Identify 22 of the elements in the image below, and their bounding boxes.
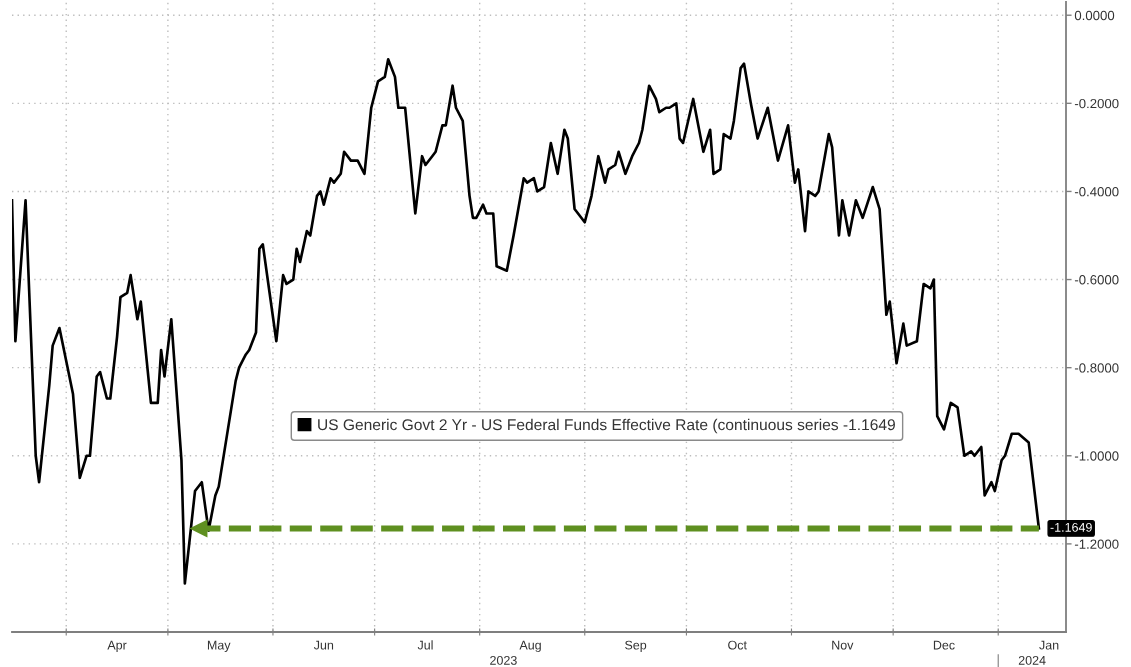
x-tick-label: Oct — [728, 640, 747, 650]
x-tick-label: Jul — [417, 640, 433, 650]
x-tick-label: May — [207, 640, 231, 652]
data-label: -1.1649 — [1050, 522, 1092, 532]
y-tick-label: -0.8000 — [1074, 363, 1119, 373]
x-tick-label: Nov — [832, 640, 854, 650]
x2-tick-label: 2024 — [1018, 655, 1046, 665]
x-tick-label: Aug — [519, 640, 541, 652]
x-tick-label: Jun — [313, 640, 334, 650]
y-tick-label: -0.4000 — [1074, 187, 1119, 197]
x-tick-label: Apr — [107, 640, 127, 652]
y-tick-label: -1.0000 — [1074, 451, 1119, 461]
y-tick-label: -0.2000 — [1074, 98, 1119, 109]
y-tick-label: 0.0000 — [1074, 10, 1115, 21]
legend-label: US Generic Govt 2 Yr - US Federal Funds Effective Rate (continuous series -1.1649 — [318, 418, 895, 434]
x-tick-label: Jan — [1039, 640, 1059, 650]
x2-tick-label: 2023 — [490, 655, 517, 665]
x-tick-label: Dec — [933, 640, 955, 650]
y-tick-label: -1.2000 — [1074, 539, 1119, 549]
y-tick-label: -0.6000 — [1074, 275, 1119, 285]
line-series — [12, 57, 1041, 585]
x-tick-label: Sep — [625, 640, 647, 652]
